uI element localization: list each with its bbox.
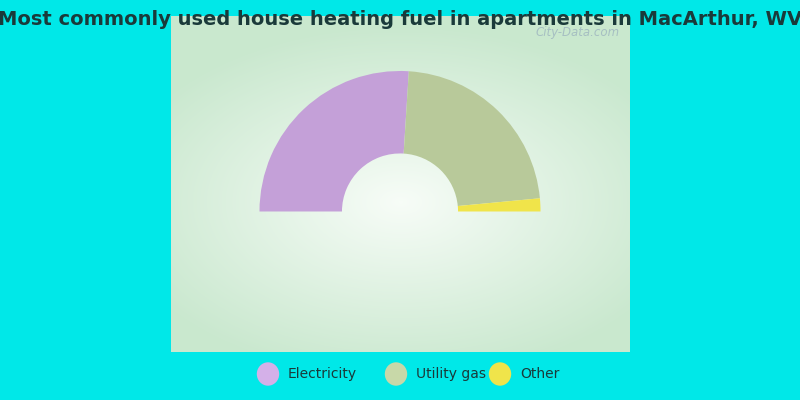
Wedge shape [458,198,541,212]
Ellipse shape [385,362,407,386]
Text: Utility gas: Utility gas [416,367,486,381]
Wedge shape [259,71,409,212]
Ellipse shape [489,362,511,386]
Ellipse shape [257,362,279,386]
Text: Other: Other [520,367,559,381]
Text: Electricity: Electricity [288,367,357,381]
Text: City-Data.com: City-Data.com [536,26,620,39]
Text: Most commonly used house heating fuel in apartments in MacArthur, WV: Most commonly used house heating fuel in… [0,10,800,29]
Wedge shape [404,71,540,206]
